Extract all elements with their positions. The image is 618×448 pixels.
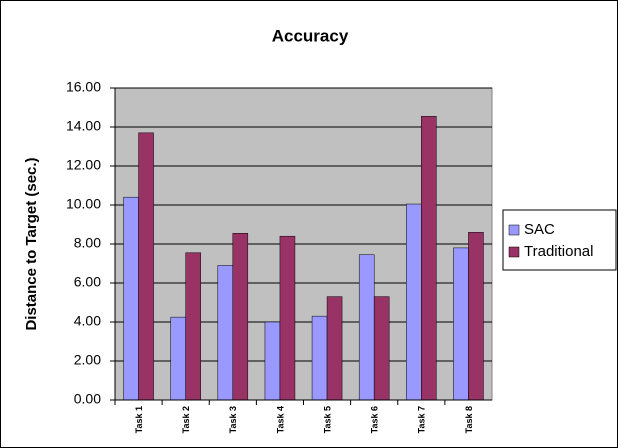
x-tick-label: Task 4 — [275, 406, 285, 433]
bar — [138, 132, 154, 401]
x-tick-label: Task 3 — [228, 406, 238, 433]
legend-label: Traditional — [524, 243, 593, 260]
x-tick-label: Task 1 — [134, 406, 144, 433]
bar — [170, 316, 186, 401]
bar — [326, 296, 343, 401]
bar — [232, 233, 249, 401]
bar — [406, 203, 422, 401]
y-tick-label: 2.00 — [74, 352, 101, 368]
legend-swatch — [508, 246, 520, 258]
x-tick-label: Task 5 — [322, 406, 332, 433]
legend-label: SAC — [524, 221, 555, 238]
legend-swatch — [508, 224, 520, 236]
bar — [123, 196, 139, 401]
y-axis-title: Distance to Target (sec.) — [23, 157, 40, 330]
y-tick-label: 8.00 — [74, 235, 101, 251]
bar — [468, 232, 484, 401]
bar — [373, 296, 390, 401]
y-tick-label: 16.00 — [66, 79, 101, 95]
bar — [311, 315, 328, 401]
bar — [279, 235, 296, 401]
y-tick-label: 14.00 — [66, 118, 101, 134]
bar — [421, 116, 437, 401]
bar — [264, 321, 281, 401]
bar — [185, 252, 201, 401]
y-tick-label: 4.00 — [74, 313, 101, 329]
bar — [358, 254, 375, 401]
x-tick-label: Task 7 — [417, 406, 427, 433]
x-tick-label: Task 6 — [370, 406, 380, 433]
legend-box — [502, 209, 617, 271]
bar — [453, 247, 469, 401]
bar — [217, 265, 234, 401]
x-tick-label: Task 2 — [181, 406, 191, 433]
y-tick-label: 12.00 — [66, 157, 101, 173]
y-tick-label: 0.00 — [74, 391, 101, 407]
chart-title: Accuracy — [272, 26, 349, 45]
y-tick-label: 6.00 — [74, 274, 101, 290]
y-tick-label: 10.00 — [66, 196, 101, 212]
x-tick-label: Task 8 — [464, 406, 474, 433]
